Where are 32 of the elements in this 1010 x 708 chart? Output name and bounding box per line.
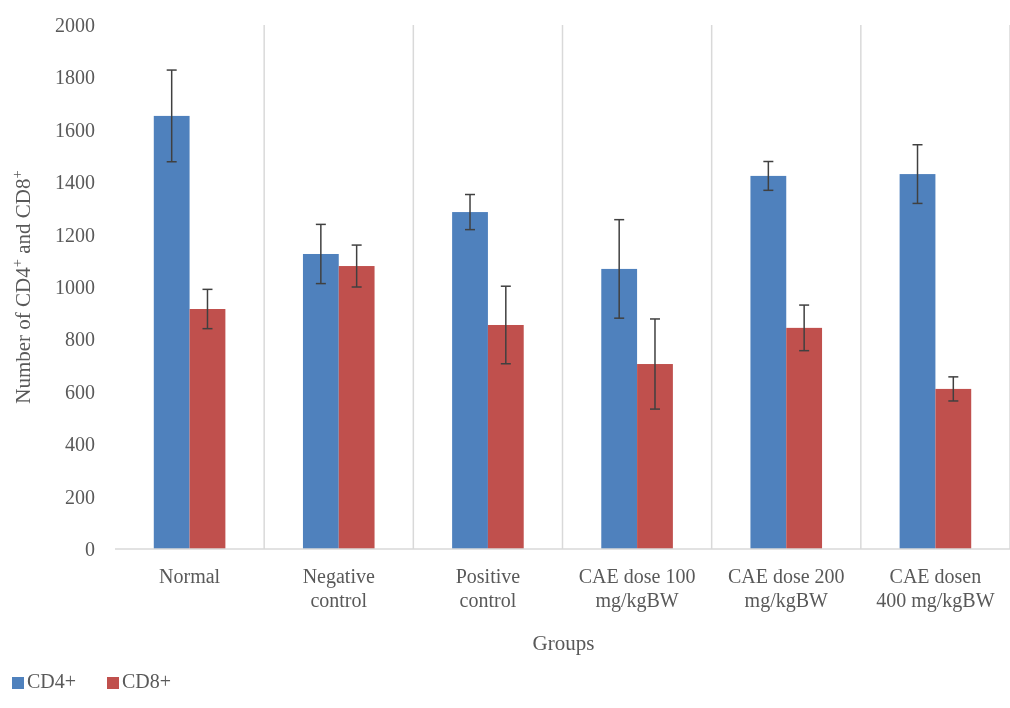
bar <box>601 268 638 549</box>
bar <box>935 388 972 549</box>
bar <box>487 324 524 549</box>
bar <box>189 309 226 549</box>
x-tick-label: Positive control <box>455 565 521 611</box>
legend-label: CD4+ <box>27 670 77 692</box>
y-tick-label: 400 <box>65 433 95 456</box>
bar <box>452 212 488 549</box>
bar <box>750 175 787 549</box>
y-tick-label: 1400 <box>55 171 95 194</box>
x-tick-label: CAE dosen 400 mg/kgBW <box>876 565 995 612</box>
x-axis-title: Groups <box>532 631 595 655</box>
x-tick-label: CAE dose 100 mg/kgBW <box>578 565 696 612</box>
y-tick-label: 200 <box>65 485 95 508</box>
y-tick-label: 800 <box>65 328 95 351</box>
bar <box>153 115 190 549</box>
bar <box>637 364 673 549</box>
x-tick-label: Negative control <box>302 565 375 611</box>
bar <box>302 253 339 549</box>
legend-label: CD8+ <box>122 670 172 692</box>
y-tick-label: 1800 <box>55 66 95 89</box>
y-tick-label: 1600 <box>55 118 95 141</box>
y-tick-label: 1200 <box>55 223 95 246</box>
x-tick-label: Normal <box>159 565 221 587</box>
bar <box>899 174 936 549</box>
bar <box>786 327 823 549</box>
y-tick-label: 0 <box>85 538 95 560</box>
y-tick-label: 1000 <box>55 276 95 298</box>
y-tick-label: 2000 <box>55 14 95 36</box>
y-tick-label: 600 <box>65 380 95 403</box>
x-tick-label: CAE dose 200 mg/kgBW <box>727 565 845 612</box>
bar <box>338 266 375 549</box>
